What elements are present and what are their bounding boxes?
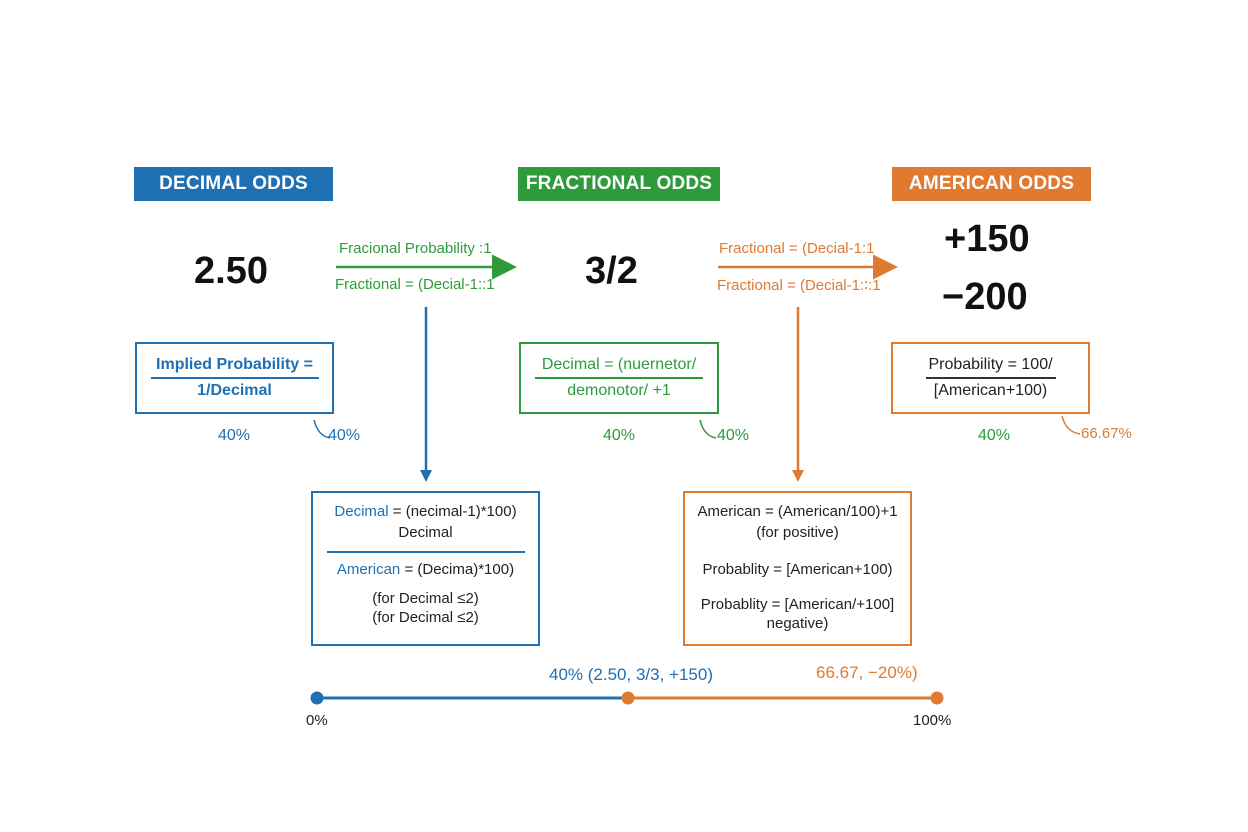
american-conv-label: American [336,560,401,578]
american-conv-formula: = (Decima)*100) [404,560,515,578]
decimal-conversion-box: Decimal = (necimal-1)*100) Decimal Ameri… [311,491,540,646]
decimal-conv-label: Decimal [334,503,389,520]
fractional-prob-line1: Decimal = (nuernetor/ [541,356,697,373]
american-conv-line2: (for positive) [756,524,839,541]
frac-curve [699,419,717,439]
decimal-probability-box: Implied Probability = 1/Decimal [135,342,334,414]
fractional-odds-header: FRACTIONAL ODDS [518,167,720,201]
decimal-prob-line1: Implied Probability = [156,356,313,373]
scale-start-label: 0% [306,712,328,729]
american-positive-value: +150 [944,218,1030,260]
american-negative-value: −200 [942,276,1028,318]
fractional-prob-line2: demonotor/ +1 [567,381,671,399]
decimal-percent-b: 40% [328,427,361,444]
american-conversion-box: American = (American/100)+1 (for positiv… [683,491,912,646]
decimal-prob-line2: 1/Decimal [197,381,272,399]
american-percent-b: 66.67% [1081,425,1132,442]
decimal-percent-a: 40% [218,427,251,444]
decimal-odds-header: DECIMAL ODDS [134,167,333,201]
scale-mid-label: 40% (2.50, 3/3, +150) [549,665,713,684]
frac-to-am-label-bottom: Fractional = (Decial-1:∶:1 [717,277,881,294]
american-conv-line4: Probablity = [American/+100] [700,596,895,613]
decimal-conv-line2: Decimal [398,524,453,541]
dec-to-frac-label-top: Fracional Probability :1 [339,240,492,257]
scale-end-dot [930,691,944,705]
american-conv-line3: Probablity = [American+100) [702,561,893,578]
american-odds-header: AMERICAN ODDS [892,167,1091,201]
decimal-value: 2.50 [194,250,268,292]
american-probability-box: Probability = 100/ [American+100) [891,342,1090,414]
fractional-value: 3/2 [585,250,638,292]
decimal-conv-formula: = [392,503,406,520]
decimal-conv-line5: (for Decimal ≤2) [372,608,479,626]
fractional-probability-box: Decimal = (nuernetor/ demonotor/ +1 [519,342,719,414]
american-prob-line1: Probability = 100/ [928,356,1053,373]
dec-curve [313,419,331,439]
american-conv-line5: negative) [766,615,829,632]
frac-to-am-label-top: Fractional = (Decial-1:1 [719,240,875,257]
dec-to-frac-label-bottom: Fractional = (Decial-1::1 [335,276,495,293]
american-conv-line1: American = (American/100)+1 [697,503,898,520]
am-curve [1061,415,1081,435]
american-prob-line2: [American+100) [933,381,1048,399]
scale-start-dot [310,691,324,705]
decimal-conv-line4: (for Decimal ≤2) [372,589,479,607]
fractional-percent-a: 40% [603,427,636,444]
scale-right-label: 66.67, −20%) [816,663,918,682]
american-conv-line: American = (Decima)*100) [313,561,538,578]
scale-mid-dot [621,691,635,705]
scale-end-label: 100% [913,712,952,729]
fractional-percent-b: 40% [717,427,750,444]
decimal-conv-formula-text: (necimal-1)*100) [405,503,517,520]
american-percent-a: 40% [978,427,1011,444]
decimal-conv-line1: Decimal = (necimal-1)*100) [313,503,538,520]
